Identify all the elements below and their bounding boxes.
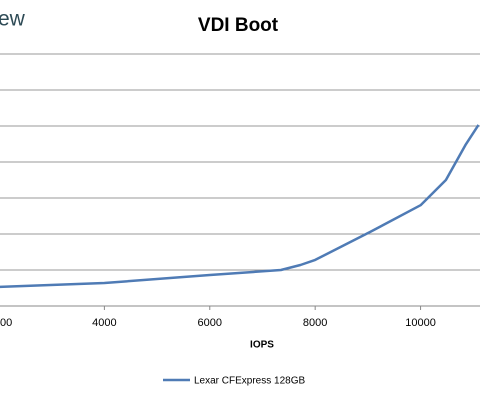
x-axis-label: IOPS — [250, 340, 274, 351]
x-tick-label: 00 — [0, 317, 12, 329]
watermark: ew — [0, 8, 26, 31]
chart-title: VDI Boot — [198, 15, 279, 36]
x-tick-label: 10000 — [405, 317, 436, 329]
x-tick-label: 4000 — [92, 317, 116, 329]
legend-label: Lexar CFExpress 128GB — [194, 376, 305, 387]
x-tick-label: 8000 — [303, 317, 327, 329]
x-tick-label: 6000 — [198, 317, 222, 329]
line-series — [0, 124, 480, 289]
